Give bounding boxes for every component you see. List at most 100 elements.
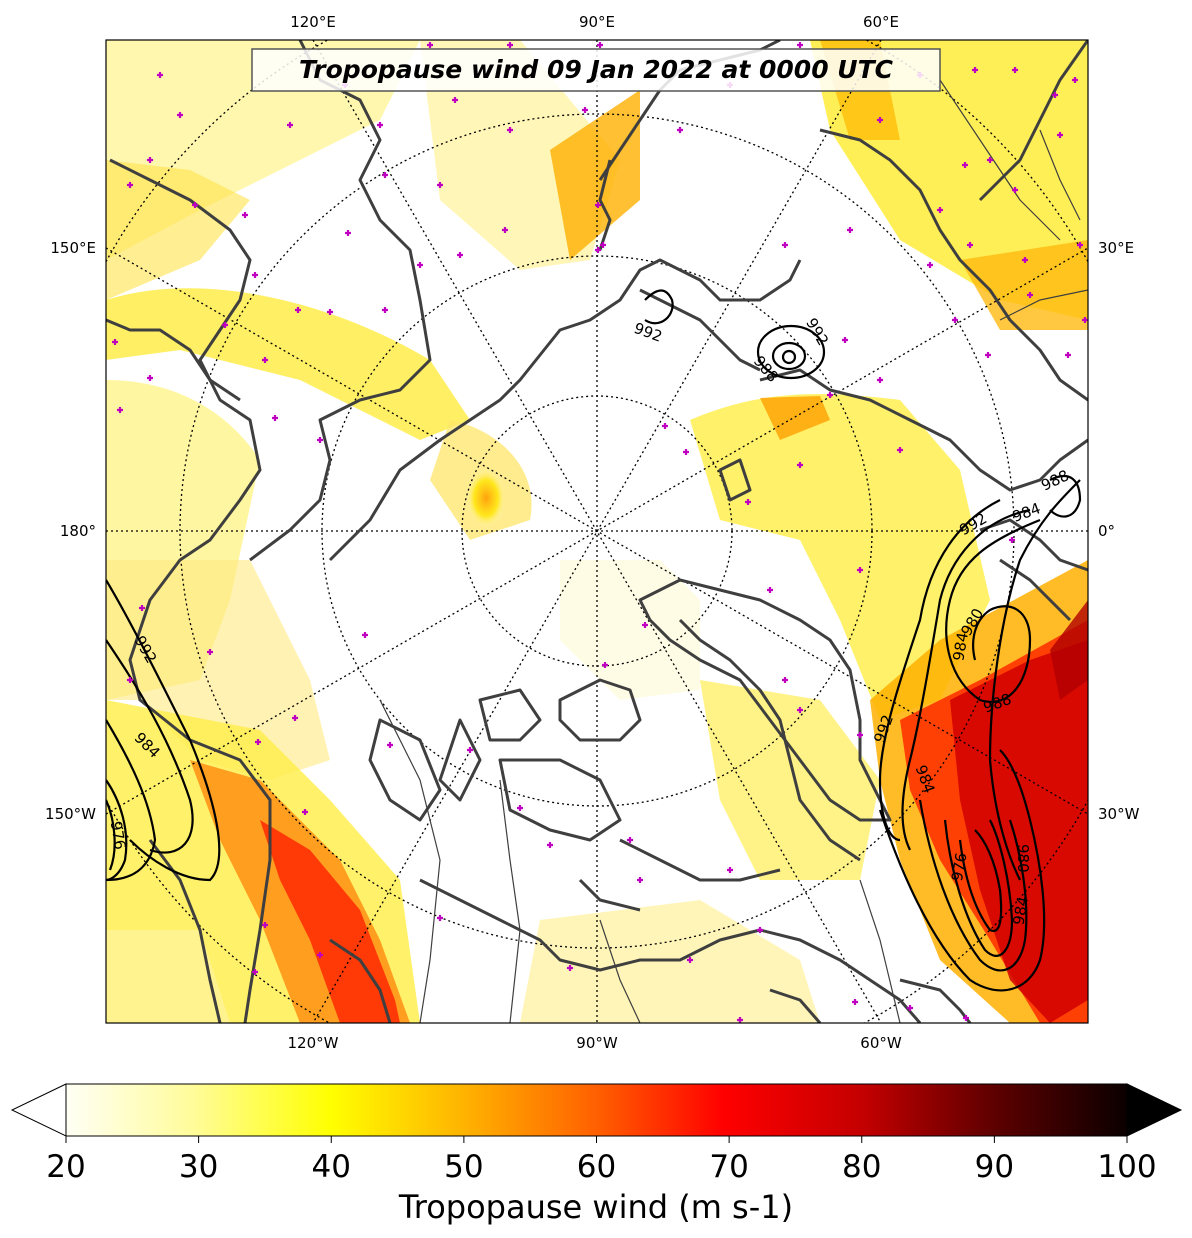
station-marker (139, 605, 145, 611)
station-marker (600, 242, 606, 248)
station-marker (627, 837, 633, 843)
tick-top-2: 60°E (863, 13, 899, 31)
station-marker (842, 337, 848, 343)
tick-left-2: 150°W (45, 805, 96, 823)
tick-right-2: 30°W (1098, 805, 1140, 823)
station-marker (457, 252, 463, 258)
colorbar: 20 30 40 50 60 70 80 90 100 Tropopause wind (m s… (10, 1083, 1183, 1226)
station-marker (972, 67, 978, 73)
station-marker (847, 227, 853, 233)
station-marker (437, 182, 443, 188)
colorbar-ticks: 20 30 40 50 60 70 80 90 100 (46, 1136, 1157, 1185)
station-marker (252, 272, 258, 278)
station-marker (642, 622, 648, 628)
station-marker (877, 117, 883, 123)
station-marker (952, 317, 958, 323)
station-marker (687, 957, 693, 963)
station-marker (302, 809, 308, 815)
svg-text:980: 980 (1014, 844, 1032, 873)
map-title: Tropopause wind 09 Jan 2022 at 0000 UTC (299, 55, 894, 84)
station-marker (967, 242, 973, 248)
station-marker (262, 357, 268, 363)
station-marker (242, 212, 248, 218)
station-marker (745, 499, 751, 505)
station-marker (597, 42, 603, 48)
colorbar-tick-label: 80 (842, 1149, 881, 1185)
station-marker (567, 965, 573, 971)
station-marker (1052, 92, 1058, 98)
station-marker (207, 649, 213, 655)
meridian-150w-30e (106, 247, 1088, 815)
station-marker (1009, 537, 1015, 543)
station-marker (382, 307, 388, 313)
colorbar-tick-label: 60 (577, 1149, 616, 1185)
station-marker (1057, 132, 1063, 138)
station-marker (797, 462, 803, 468)
station-marker (757, 927, 763, 933)
station-marker (417, 262, 423, 268)
station-marker (1077, 242, 1083, 248)
station-marker (797, 707, 803, 713)
station-marker (937, 207, 943, 213)
station-marker (677, 127, 683, 133)
tick-bottom-2: 60°W (860, 1034, 902, 1052)
station-marker (382, 172, 388, 178)
station-marker (327, 309, 333, 315)
station-marker (177, 112, 183, 118)
station-marker (547, 842, 553, 848)
station-marker (362, 632, 368, 638)
tick-left-0: 150°E (50, 239, 96, 257)
tick-top-1: 90°E (579, 13, 615, 31)
tick-bottom-1: 90°W (576, 1034, 618, 1052)
station-marker (927, 262, 933, 268)
station-marker (507, 42, 513, 48)
country-borders (379, 79, 1088, 1023)
station-marker (857, 567, 863, 573)
colorbar-tick-label: 100 (1097, 1149, 1156, 1185)
station-marker (387, 742, 393, 748)
station-marker (857, 732, 863, 738)
colorbar-tick-label: 90 (975, 1149, 1014, 1185)
colorbar-tick-label: 30 (179, 1149, 218, 1185)
station-marker (192, 202, 198, 208)
station-marker (877, 377, 883, 383)
svg-text:984: 984 (949, 631, 972, 662)
station-marker (602, 662, 608, 668)
station-marker (377, 122, 383, 128)
station-marker (683, 449, 689, 455)
station-marker (127, 677, 133, 683)
station-marker (127, 182, 133, 188)
tick-right-1: 0° (1098, 522, 1115, 540)
station-marker (782, 677, 788, 683)
meridian-60e-120w (312, 40, 882, 1023)
station-marker (852, 999, 858, 1005)
station-marker (1082, 317, 1088, 323)
station-marker (507, 127, 513, 133)
station-marker (117, 407, 123, 413)
svg-text:984: 984 (1009, 895, 1032, 926)
contour-labels: 992 988 992 988 984 992 980 984 988 992 … (107, 315, 1072, 927)
pressure-contours (106, 289, 1082, 992)
colorbar-gradient (66, 1084, 1127, 1136)
title-box: Tropopause wind 09 Jan 2022 at 0000 UTC (251, 48, 941, 92)
station-marker (987, 157, 993, 163)
colorbar-tick-label: 70 (709, 1149, 748, 1185)
colorbar-tick-label: 50 (444, 1149, 483, 1185)
station-marker (157, 72, 163, 78)
station-marker (295, 307, 301, 313)
station-marker (767, 587, 773, 593)
colorbar-tick-label: 40 (312, 1149, 351, 1185)
station-marker (345, 230, 351, 236)
station-marker (1012, 67, 1018, 73)
station-marker (985, 352, 991, 358)
map-frame (105, 39, 1089, 1024)
station-marker (1022, 257, 1028, 263)
station-marker (907, 1005, 913, 1011)
station-marker (502, 227, 508, 233)
colorbar-extend-low (10, 1083, 67, 1137)
station-marker (437, 915, 443, 921)
tick-top-0: 120°E (290, 13, 336, 31)
station-marker (595, 202, 601, 208)
station-marker (962, 162, 968, 168)
